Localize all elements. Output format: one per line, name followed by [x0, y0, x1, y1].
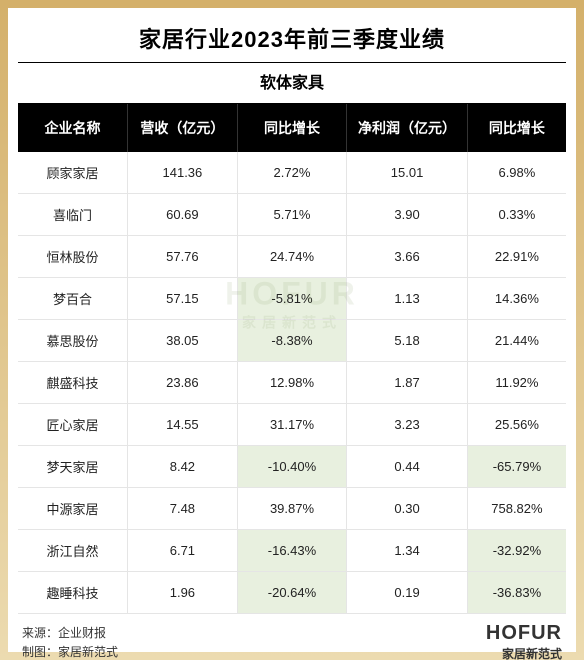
table-cell: 38.05 [128, 320, 238, 362]
table-cell: -20.64% [237, 572, 347, 614]
table-row: 顾家家居141.362.72%15.016.98% [18, 152, 566, 194]
table-cell: 中源家居 [18, 488, 128, 530]
table-cell: 23.86 [128, 362, 238, 404]
maker-value: 家居新范式 [58, 645, 118, 659]
table-cell: 1.34 [347, 530, 468, 572]
maker-label: 制图： [22, 645, 58, 659]
main-title: 家居行业2023年前三季度业绩 [8, 8, 576, 62]
table-cell: -36.83% [467, 572, 566, 614]
table-cell: 3.23 [347, 404, 468, 446]
table-cell: 0.33% [467, 194, 566, 236]
col-header: 同比增长 [237, 104, 347, 152]
table-cell: 慕思股份 [18, 320, 128, 362]
table-body: 顾家家居141.362.72%15.016.98%喜临门60.695.71%3.… [18, 152, 566, 614]
col-header: 营收（亿元） [128, 104, 238, 152]
table-cell: 5.18 [347, 320, 468, 362]
report-card: 家居行业2023年前三季度业绩 软体家具 企业名称营收（亿元）同比增长净利润（亿… [0, 0, 584, 660]
table-cell: 梦天家居 [18, 446, 128, 488]
table-cell: 7.48 [128, 488, 238, 530]
table-cell: 麒盛科技 [18, 362, 128, 404]
maker-line: 制图：家居新范式 [22, 643, 118, 662]
table-cell: -65.79% [467, 446, 566, 488]
table-cell: 22.91% [467, 236, 566, 278]
table-cell: 1.87 [347, 362, 468, 404]
subtitle: 软体家具 [18, 62, 566, 104]
table-cell: 5.71% [237, 194, 347, 236]
table-cell: 趣睡科技 [18, 572, 128, 614]
hofur-subtitle: 家居新范式 [486, 645, 562, 662]
source-value: 企业财报 [58, 626, 106, 640]
table-cell: 11.92% [467, 362, 566, 404]
table-cell: 21.44% [467, 320, 566, 362]
table-cell: -32.92% [467, 530, 566, 572]
table-row: 麒盛科技23.8612.98%1.8711.92% [18, 362, 566, 404]
table-cell: 14.55 [128, 404, 238, 446]
table-cell: 758.82% [467, 488, 566, 530]
table-cell: 3.90 [347, 194, 468, 236]
table-row: 喜临门60.695.71%3.900.33% [18, 194, 566, 236]
source-line: 来源：企业财报 [22, 624, 118, 643]
table-cell: 6.98% [467, 152, 566, 194]
table-row: 梦天家居8.42-10.40%0.44-65.79% [18, 446, 566, 488]
table-row: 恒林股份57.7624.74%3.6622.91% [18, 236, 566, 278]
table-cell: 喜临门 [18, 194, 128, 236]
table-cell: 0.30 [347, 488, 468, 530]
footer-credits: 来源：企业财报 制图：家居新范式 [22, 624, 118, 662]
col-header: 同比增长 [467, 104, 566, 152]
table-cell: -5.81% [237, 278, 347, 320]
footer: 来源：企业财报 制图：家居新范式 HOFUR 家居新范式 [8, 614, 576, 672]
hofur-logo: HOFUR [486, 622, 562, 645]
source-label: 来源： [22, 626, 58, 640]
table-row: 趣睡科技1.96-20.64%0.19-36.83% [18, 572, 566, 614]
col-header: 企业名称 [18, 104, 128, 152]
table-cell: 2.72% [237, 152, 347, 194]
table-cell: 0.19 [347, 572, 468, 614]
table-row: 中源家居7.4839.87%0.30758.82% [18, 488, 566, 530]
performance-table: 企业名称营收（亿元）同比增长净利润（亿元）同比增长 顾家家居141.362.72… [18, 104, 566, 614]
table-cell: 24.74% [237, 236, 347, 278]
table-row: 慕思股份38.05-8.38%5.1821.44% [18, 320, 566, 362]
table-cell: 57.76 [128, 236, 238, 278]
table-cell: 15.01 [347, 152, 468, 194]
table-cell: 梦百合 [18, 278, 128, 320]
table-cell: 14.36% [467, 278, 566, 320]
table-cell: 6.71 [128, 530, 238, 572]
table-cell: 恒林股份 [18, 236, 128, 278]
table-cell: 31.17% [237, 404, 347, 446]
table-cell: 25.56% [467, 404, 566, 446]
table-row: 匠心家居14.5531.17%3.2325.56% [18, 404, 566, 446]
table-cell: 57.15 [128, 278, 238, 320]
table-row: 梦百合57.15-5.81%1.1314.36% [18, 278, 566, 320]
table-cell: 1.13 [347, 278, 468, 320]
table-cell: 39.87% [237, 488, 347, 530]
table-cell: 1.96 [128, 572, 238, 614]
table-cell: -16.43% [237, 530, 347, 572]
gradient-frame: 家居行业2023年前三季度业绩 软体家具 企业名称营收（亿元）同比增长净利润（亿… [0, 0, 584, 660]
table-header-row: 企业名称营收（亿元）同比增长净利润（亿元）同比增长 [18, 104, 566, 152]
inner-panel: 家居行业2023年前三季度业绩 软体家具 企业名称营收（亿元）同比增长净利润（亿… [8, 8, 576, 652]
footer-logo-block: HOFUR 家居新范式 [486, 622, 562, 662]
table-cell: 顾家家居 [18, 152, 128, 194]
table-cell: 8.42 [128, 446, 238, 488]
table-cell: -8.38% [237, 320, 347, 362]
table-row: 浙江自然6.71-16.43%1.34-32.92% [18, 530, 566, 572]
table-cell: 0.44 [347, 446, 468, 488]
col-header: 净利润（亿元） [347, 104, 468, 152]
table-cell: -10.40% [237, 446, 347, 488]
table-cell: 匠心家居 [18, 404, 128, 446]
table-cell: 3.66 [347, 236, 468, 278]
table-cell: 141.36 [128, 152, 238, 194]
table-cell: 浙江自然 [18, 530, 128, 572]
table-cell: 12.98% [237, 362, 347, 404]
table-cell: 60.69 [128, 194, 238, 236]
